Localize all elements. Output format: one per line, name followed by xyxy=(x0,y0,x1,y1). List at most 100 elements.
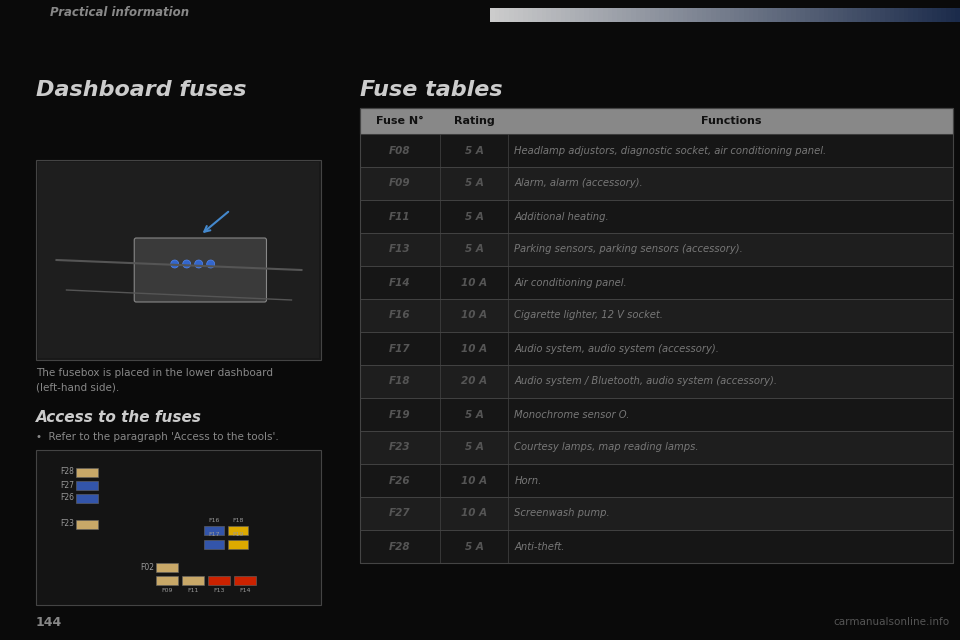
Text: F02: F02 xyxy=(140,563,155,572)
Text: F23: F23 xyxy=(389,442,411,452)
Text: 10 A: 10 A xyxy=(461,278,488,287)
Bar xyxy=(660,8,665,22)
Text: F14: F14 xyxy=(389,278,411,287)
Text: F11: F11 xyxy=(188,588,199,593)
Text: Fuse tables: Fuse tables xyxy=(360,80,503,100)
Bar xyxy=(843,8,849,22)
Bar xyxy=(871,8,876,22)
Bar xyxy=(754,8,759,22)
Bar xyxy=(655,8,660,22)
Circle shape xyxy=(195,260,203,268)
Bar xyxy=(885,8,891,22)
Bar xyxy=(360,332,953,365)
Bar xyxy=(588,8,594,22)
Bar xyxy=(509,8,515,22)
Bar xyxy=(360,266,953,299)
Bar xyxy=(360,134,953,167)
Text: Alarm, alarm (accessory).: Alarm, alarm (accessory). xyxy=(515,179,643,189)
Bar xyxy=(360,497,953,530)
Text: Air conditioning panel.: Air conditioning panel. xyxy=(515,278,627,287)
Text: Fuse N°: Fuse N° xyxy=(376,116,424,126)
Bar xyxy=(537,8,542,22)
Bar xyxy=(514,8,519,22)
Bar xyxy=(36,160,322,360)
Text: 10 A: 10 A xyxy=(461,509,488,518)
Bar xyxy=(617,8,623,22)
Bar xyxy=(645,8,651,22)
Bar xyxy=(890,8,895,22)
Bar xyxy=(715,8,721,22)
Text: Practical information: Practical information xyxy=(50,6,189,19)
Bar xyxy=(156,576,179,585)
Text: Parking sensors, parking sensors (accessory).: Parking sensors, parking sensors (access… xyxy=(515,244,743,255)
Bar xyxy=(622,8,627,22)
Bar xyxy=(77,481,99,490)
Text: Audio system / Bluetooth, audio system (accessory).: Audio system / Bluetooth, audio system (… xyxy=(515,376,778,387)
Text: F16: F16 xyxy=(389,310,411,321)
Bar xyxy=(631,8,636,22)
Text: 144: 144 xyxy=(36,616,62,628)
Text: Horn.: Horn. xyxy=(515,476,541,486)
Bar xyxy=(804,8,810,22)
Text: F17: F17 xyxy=(389,344,411,353)
Bar xyxy=(734,8,740,22)
Bar xyxy=(838,8,844,22)
Text: F18: F18 xyxy=(389,376,411,387)
Bar xyxy=(636,8,641,22)
Bar xyxy=(876,8,881,22)
Bar xyxy=(937,8,942,22)
Bar xyxy=(852,8,857,22)
Bar xyxy=(903,8,909,22)
Bar xyxy=(692,8,698,22)
Bar xyxy=(673,8,679,22)
Bar xyxy=(899,8,904,22)
Bar xyxy=(504,8,510,22)
Bar xyxy=(518,8,524,22)
Bar xyxy=(833,8,839,22)
Bar xyxy=(77,494,99,503)
Text: F27: F27 xyxy=(389,509,411,518)
Bar xyxy=(77,468,99,477)
Bar xyxy=(360,431,953,464)
Bar xyxy=(814,8,820,22)
Bar xyxy=(156,563,179,572)
Text: F08: F08 xyxy=(389,145,411,156)
FancyBboxPatch shape xyxy=(134,238,267,302)
Text: F26: F26 xyxy=(60,493,75,502)
Text: F17: F17 xyxy=(208,532,220,537)
Bar xyxy=(781,8,787,22)
Text: F14: F14 xyxy=(240,588,252,593)
Text: Audio system, audio system (accessory).: Audio system, audio system (accessory). xyxy=(515,344,719,353)
Text: Rating: Rating xyxy=(454,116,494,126)
Bar xyxy=(528,8,534,22)
Text: F28: F28 xyxy=(389,541,411,552)
Text: 5 A: 5 A xyxy=(465,410,484,419)
Bar xyxy=(908,8,914,22)
Text: 5 A: 5 A xyxy=(465,244,484,255)
Bar xyxy=(668,8,674,22)
Bar xyxy=(739,8,745,22)
Bar xyxy=(608,8,613,22)
Text: Additional heating.: Additional heating. xyxy=(515,211,609,221)
Bar xyxy=(941,8,947,22)
Bar xyxy=(584,8,589,22)
Bar xyxy=(598,8,604,22)
Text: F19: F19 xyxy=(389,410,411,419)
Bar xyxy=(36,450,322,605)
Bar xyxy=(494,8,500,22)
Text: F28: F28 xyxy=(60,467,75,477)
Bar xyxy=(880,8,886,22)
Text: Cigarette lighter, 12 V socket.: Cigarette lighter, 12 V socket. xyxy=(515,310,663,321)
Bar xyxy=(828,8,834,22)
Text: Screenwash pump.: Screenwash pump. xyxy=(515,509,610,518)
Bar xyxy=(551,8,557,22)
Text: 10 A: 10 A xyxy=(461,344,488,353)
Text: F18: F18 xyxy=(232,518,244,523)
Bar xyxy=(697,8,703,22)
Bar xyxy=(360,464,953,497)
Bar xyxy=(570,8,576,22)
Bar xyxy=(208,576,230,585)
Text: Courtesy lamps, map reading lamps.: Courtesy lamps, map reading lamps. xyxy=(515,442,699,452)
Text: F23: F23 xyxy=(60,520,75,529)
Bar xyxy=(523,8,529,22)
